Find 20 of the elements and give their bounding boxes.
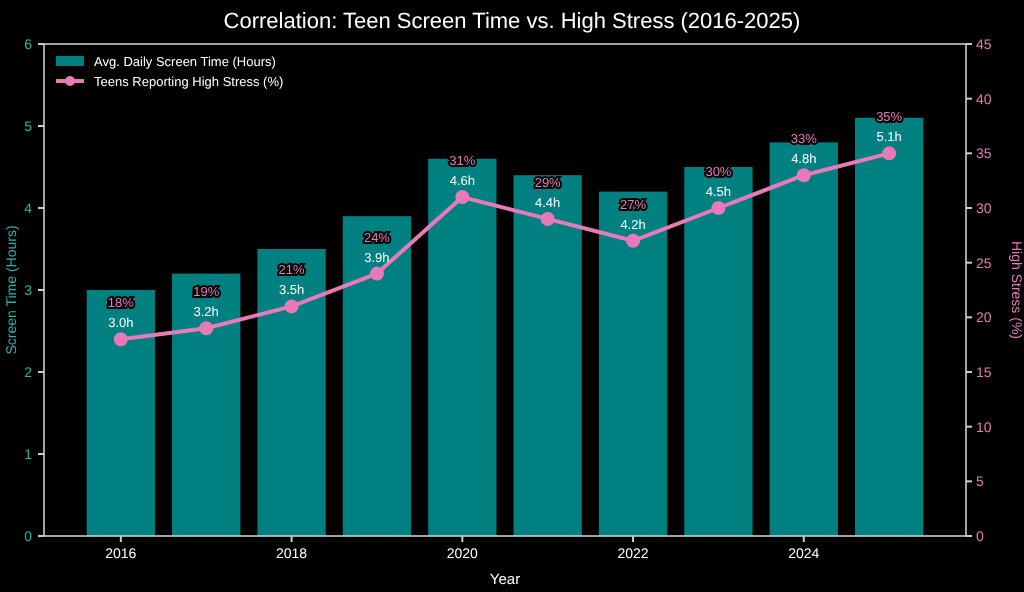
- point: [199, 321, 214, 336]
- point: [626, 233, 641, 248]
- bar: [172, 273, 241, 536]
- bar: [342, 216, 412, 536]
- chart-title: Correlation: Teen Screen Time vs. High Stress (2016-2025): [223, 10, 801, 34]
- point: [113, 332, 128, 347]
- bar: [769, 142, 838, 536]
- bar: [86, 290, 155, 536]
- point: [284, 299, 299, 314]
- point: [882, 146, 897, 161]
- point: [540, 211, 555, 226]
- bar: [598, 191, 668, 536]
- point: [369, 266, 384, 281]
- bar: [513, 175, 582, 536]
- point: [796, 168, 811, 183]
- point: [711, 201, 726, 215]
- point: [455, 190, 470, 205]
- bar: [684, 167, 753, 536]
- bar: [428, 158, 497, 536]
- bar: [257, 249, 326, 536]
